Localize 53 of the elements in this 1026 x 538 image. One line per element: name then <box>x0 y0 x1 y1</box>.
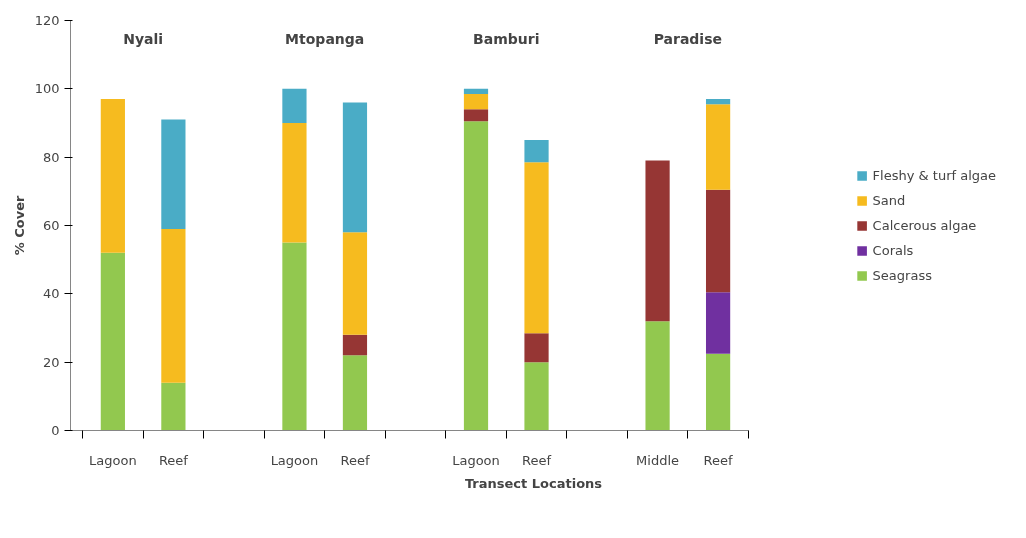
y-tick-label: 0 <box>51 423 60 438</box>
bar <box>463 121 489 431</box>
y-tick-label: 120 <box>34 13 60 28</box>
x-tick-label: Reef <box>158 452 189 468</box>
bar <box>524 362 549 431</box>
legend-label: Corals <box>872 242 914 258</box>
bar <box>645 321 670 431</box>
bar <box>282 88 307 123</box>
y-tick-label: 20 <box>42 354 60 370</box>
bar <box>100 252 125 431</box>
bar <box>342 232 368 335</box>
x-tick-label: Lagoon <box>89 452 137 468</box>
bar <box>705 353 731 431</box>
bar <box>342 355 368 431</box>
bar <box>161 119 186 229</box>
bar <box>100 99 125 253</box>
bar <box>524 162 549 334</box>
bar <box>524 333 549 363</box>
bar <box>161 228 186 383</box>
x-tick-label: Lagoon <box>452 452 500 468</box>
y-tick-label: 80 <box>42 149 60 165</box>
bar <box>463 93 489 110</box>
legend-label: Calcerous algae <box>872 217 977 233</box>
bar <box>524 140 549 163</box>
x-axis-title: Transect Locations <box>464 475 603 491</box>
legend-label: Sand <box>872 192 906 208</box>
bar <box>282 123 307 243</box>
annotation: Nyali <box>123 30 164 47</box>
x-tick-label: Middle <box>636 452 680 468</box>
bar <box>705 99 731 105</box>
x-tick-label: Reef <box>522 452 552 468</box>
bar <box>705 189 731 293</box>
legend-label: Seagrass <box>872 267 932 283</box>
bar <box>705 292 731 354</box>
annotation: Mtopanga <box>285 30 365 47</box>
y-tick-label: 40 <box>42 286 60 302</box>
bar <box>342 334 368 356</box>
annotation: Paradise <box>653 30 723 47</box>
y-tick-label: 100 <box>34 81 60 97</box>
bar <box>342 102 368 233</box>
bar <box>463 88 489 94</box>
x-tick-label: Reef <box>340 452 370 468</box>
legend-label: Fleshy & turf algae <box>872 167 996 183</box>
bar <box>645 160 670 322</box>
x-tick-label: Lagoon <box>270 452 319 468</box>
x-tick-label: Reef <box>703 452 734 468</box>
bar <box>161 382 186 431</box>
bar <box>463 109 489 122</box>
bar <box>282 242 307 431</box>
y-tick-label: 60 <box>42 218 60 233</box>
y-axis-title: % Cover <box>11 195 27 256</box>
bar <box>705 104 731 190</box>
annotation: Bamburi <box>473 30 540 47</box>
